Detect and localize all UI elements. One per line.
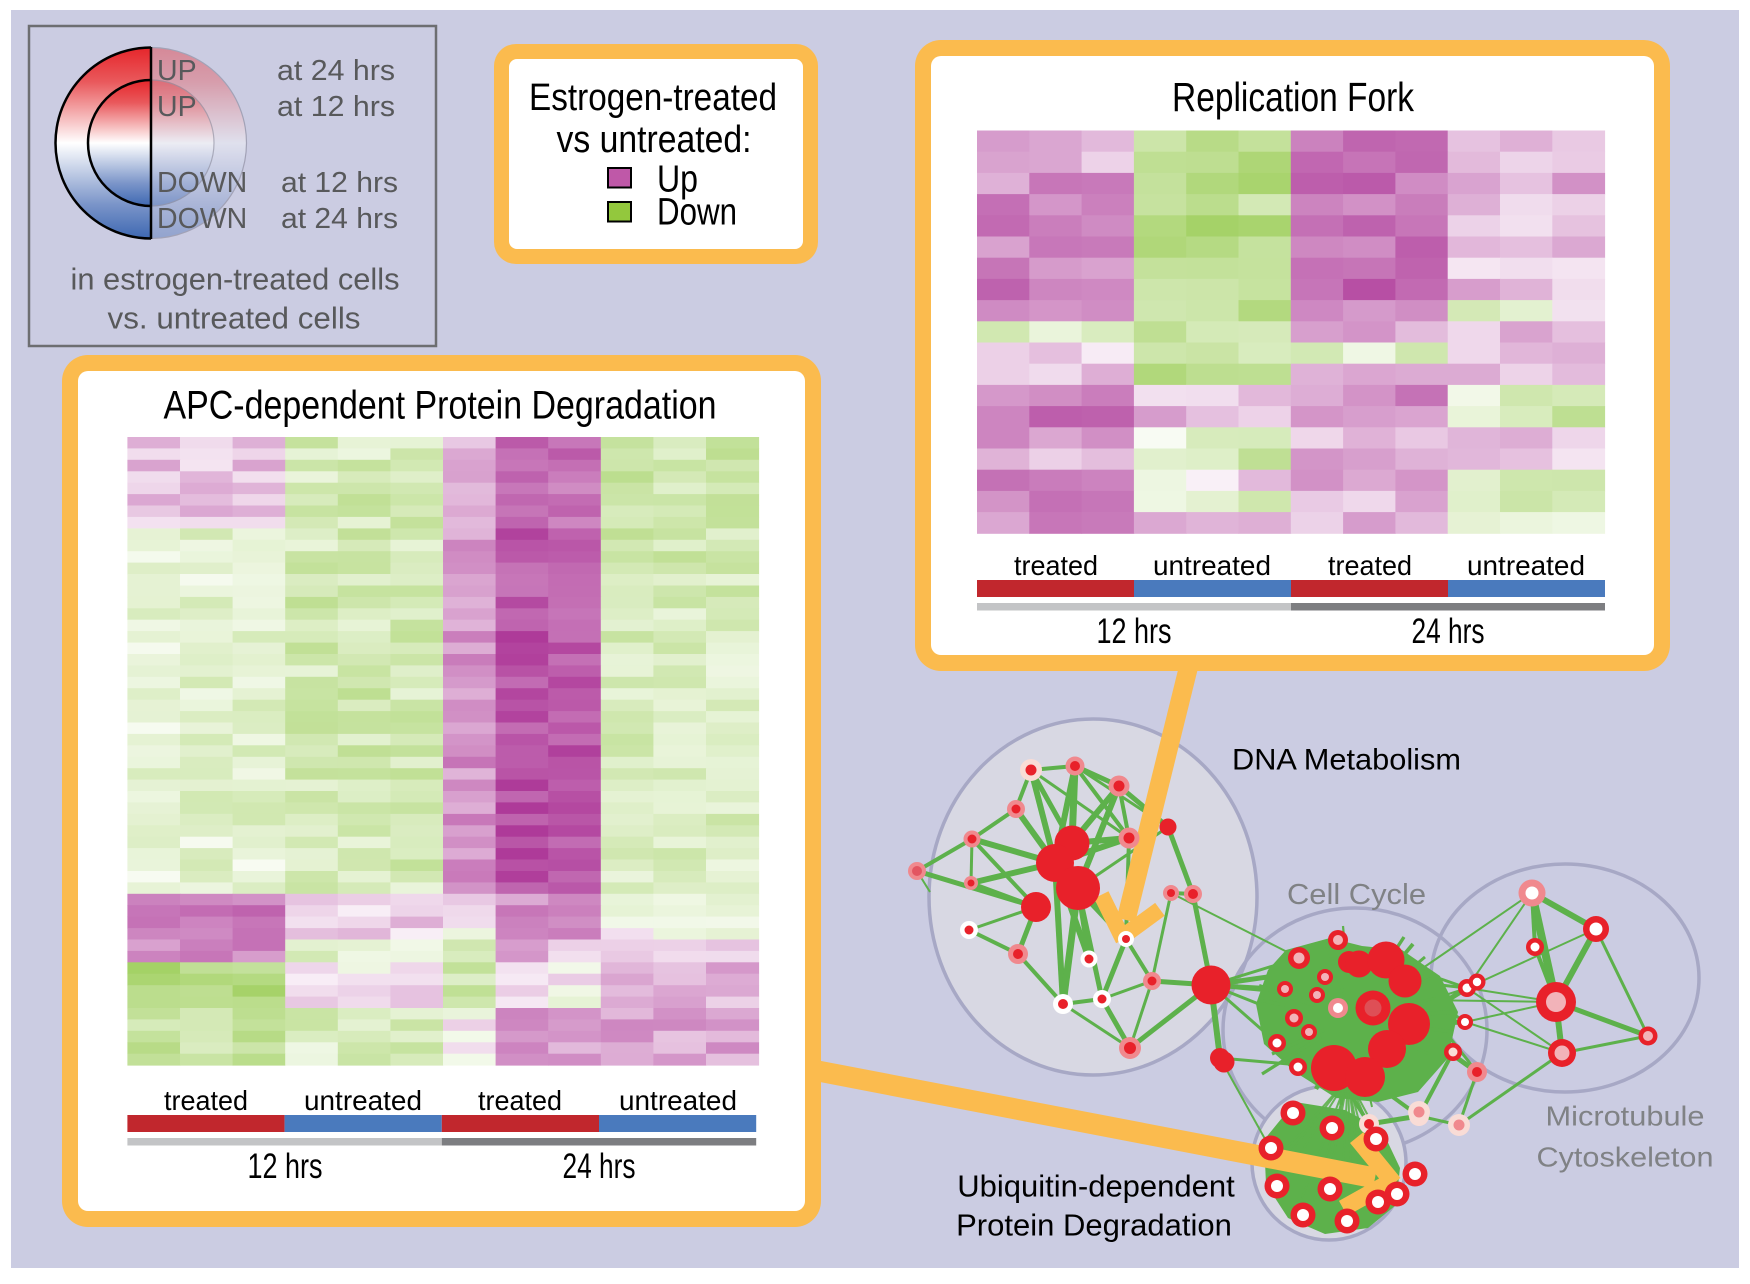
svg-text:Down: Down	[657, 192, 737, 234]
svg-text:untreated: untreated	[1467, 550, 1585, 581]
svg-text:24 hrs: 24 hrs	[563, 1147, 636, 1186]
svg-text:Up: Up	[657, 159, 698, 201]
svg-text:treated: treated	[478, 1085, 562, 1116]
svg-text:DNA Metabolism: DNA Metabolism	[1232, 744, 1461, 777]
svg-text:treated: treated	[1014, 550, 1098, 581]
svg-text:DOWN: DOWN	[157, 203, 247, 235]
svg-text:untreated: untreated	[1153, 550, 1271, 581]
svg-text:Estrogen-treated: Estrogen-treated	[529, 77, 777, 119]
svg-text:treated: treated	[164, 1085, 248, 1116]
svg-text:untreated: untreated	[619, 1085, 737, 1116]
svg-text:at 24 hrs: at 24 hrs	[281, 203, 398, 235]
svg-text:Ubiquitin-dependent: Ubiquitin-dependent	[957, 1169, 1235, 1204]
svg-text:at 12 hrs: at 12 hrs	[277, 91, 395, 123]
svg-text:Protein Degradation: Protein Degradation	[956, 1208, 1232, 1243]
svg-text:untreated: untreated	[304, 1085, 422, 1116]
svg-text:12 hrs: 12 hrs	[248, 1147, 323, 1186]
svg-text:DOWN: DOWN	[157, 167, 247, 199]
svg-text:12 hrs: 12 hrs	[1097, 612, 1172, 651]
svg-text:at 12 hrs: at 12 hrs	[281, 167, 398, 199]
svg-text:Replication Fork: Replication Fork	[1172, 74, 1414, 120]
svg-text:UP: UP	[157, 91, 197, 123]
svg-text:treated: treated	[1328, 550, 1412, 581]
svg-text:Cytoskeleton: Cytoskeleton	[1537, 1141, 1714, 1172]
svg-text:at 24 hrs: at 24 hrs	[277, 55, 395, 87]
svg-text:vs. untreated cells: vs. untreated cells	[108, 301, 361, 336]
svg-text:APC-dependent Protein Degradat: APC-dependent Protein Degradation	[164, 384, 717, 428]
svg-text:Microtubule: Microtubule	[1546, 1101, 1705, 1132]
svg-text:24 hrs: 24 hrs	[1412, 612, 1485, 651]
svg-text:in estrogen-treated cells: in estrogen-treated cells	[71, 262, 400, 297]
svg-text:vs untreated:: vs untreated:	[557, 119, 752, 161]
svg-text:UP: UP	[157, 55, 197, 87]
svg-text:Cell Cycle: Cell Cycle	[1287, 879, 1426, 911]
